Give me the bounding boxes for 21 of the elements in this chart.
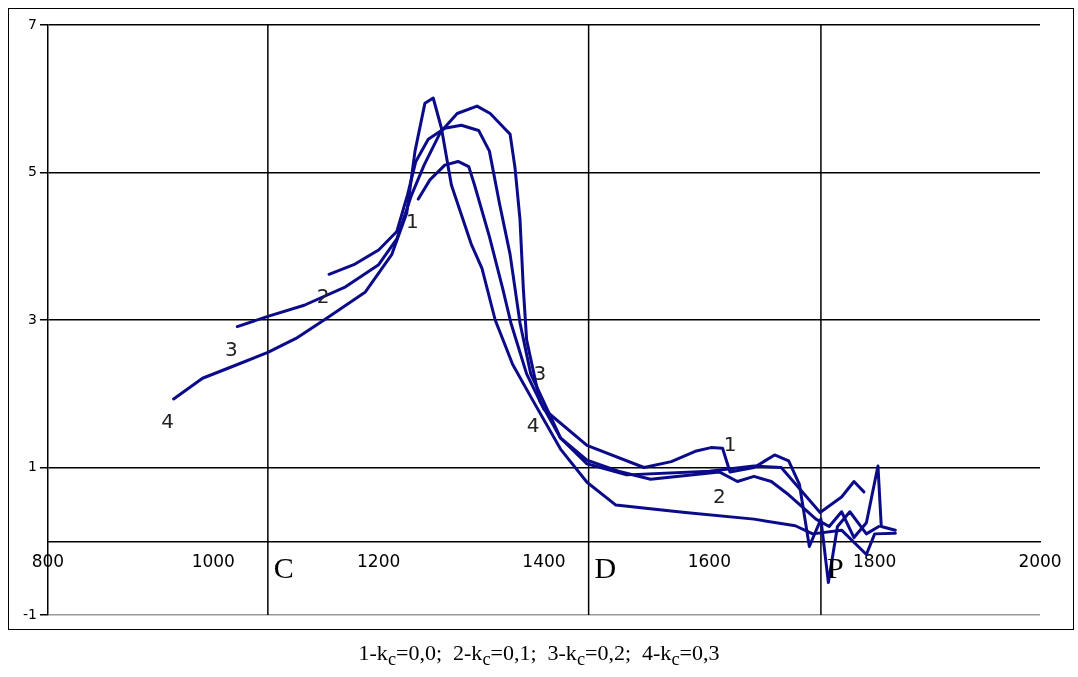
series-label: 1 <box>723 432 737 457</box>
x-tick-label: 2000 <box>1018 550 1062 571</box>
text: 4 <box>161 409 174 434</box>
x-tick-label: 1000 <box>191 550 235 571</box>
series-label: 2 <box>712 484 726 509</box>
text: 1 <box>405 209 419 234</box>
x-tick-label: 1800 <box>853 550 897 571</box>
y-tick-label: 1 <box>28 458 37 475</box>
series-label: 3 <box>533 361 547 386</box>
text: 3 <box>224 336 238 361</box>
x-tick-label: 1400 <box>522 550 566 571</box>
y-tick-label: 7 <box>28 15 37 32</box>
y-tick-label: -1 <box>22 605 37 622</box>
y-tick-label: 3 <box>28 310 37 327</box>
x-tick-label: 1200 <box>357 550 401 571</box>
text: 1-k$_{c}$=0,0; 2-k$_{c}$=0,1; 3-k$_{c}$=0,2; 4-k$_{c}$=0,3 <box>358 640 720 670</box>
y-tick-label: 5 <box>28 163 37 180</box>
ref-line-label: C <box>273 551 294 585</box>
series-label: 4 <box>526 413 540 438</box>
ref-line-label: D <box>594 551 617 585</box>
x-tick-label: 1600 <box>687 550 731 571</box>
